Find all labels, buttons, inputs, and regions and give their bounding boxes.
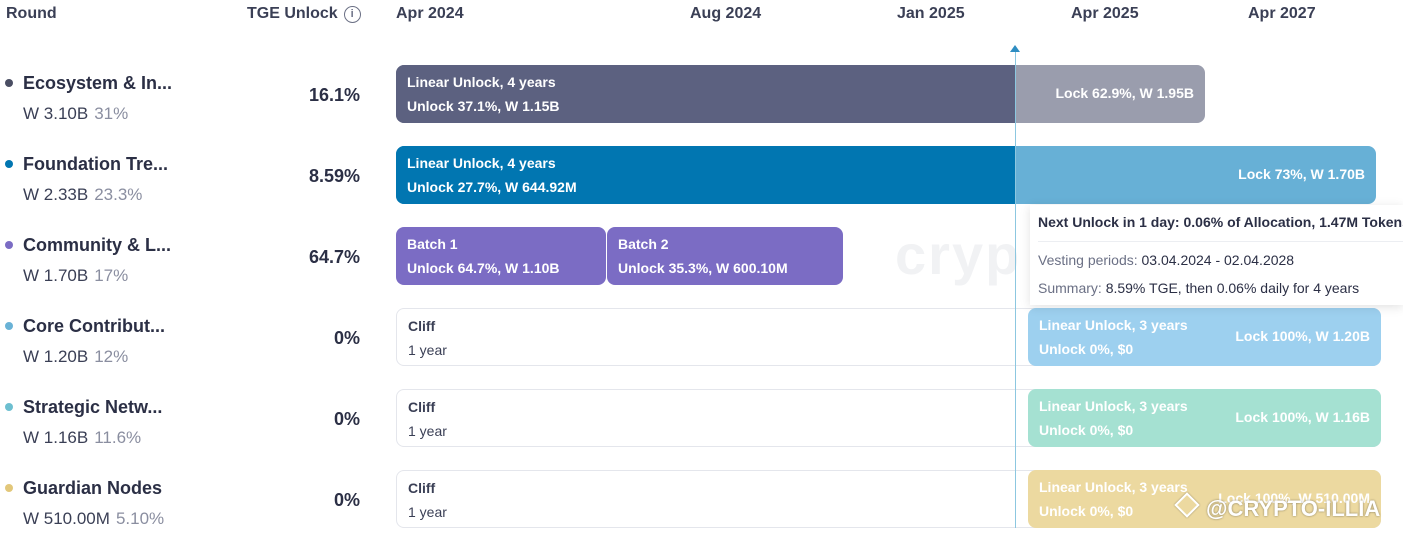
share-value: 17%	[94, 266, 129, 285]
amount-value: W 1.16B	[23, 428, 89, 447]
round-amount: W 510.00M 5.10%	[23, 509, 164, 529]
tge-unlock-value: 16.1%	[308, 85, 360, 105]
share-value: 12%	[94, 347, 129, 366]
bar-lock: Lock 62.9%, W 1.95B	[1055, 85, 1194, 101]
share-value: 23.3%	[94, 185, 143, 204]
bar-detail: Unlock 35.3%, W 600.10M	[618, 260, 788, 276]
vesting-bar[interactable]: Linear Unlock, 3 years Unlock 0%, $0 Loc…	[1028, 308, 1381, 366]
amount-value: W 1.70B	[23, 266, 89, 285]
bar-lock: Lock 100%, W 1.20B	[1235, 328, 1370, 344]
batch-bar-2[interactable]: Batch 2 Unlock 35.3%, W 600.10M	[607, 227, 843, 285]
bar-detail: Unlock 0%, $0	[1039, 341, 1134, 357]
round-name: Ecosystem & In...	[23, 73, 173, 93]
bar-lock: Lock 100%, W 1.16B	[1235, 409, 1370, 425]
batch-bar-1[interactable]: Batch 1 Unlock 64.7%, W 1.10B	[396, 227, 606, 285]
unlocked-segment	[396, 146, 1015, 204]
bar-title: Linear Unlock, 3 years	[1039, 479, 1188, 495]
round-amount: W 1.70B 17%	[23, 266, 128, 286]
tge-unlock-label: TGE Unlock	[247, 5, 338, 22]
bar-title: Batch 2	[618, 236, 669, 252]
bar-detail: 1 year	[408, 342, 447, 358]
share-value: 11.6%	[94, 428, 142, 447]
tge-unlock-value: 64.7%	[308, 247, 360, 267]
series-dot	[5, 79, 13, 87]
summary-value: 8.59% TGE, then 0.06% daily for 4 years	[1105, 280, 1360, 296]
amount-value: W 3.10B	[23, 104, 89, 123]
round-name: Community & L...	[23, 235, 171, 255]
watermark: cryp	[895, 223, 1022, 286]
unlock-tooltip: Next Unlock in 1 day: 0.06% of Allocatio…	[1030, 205, 1403, 305]
tge-unlock-value: 0%	[333, 409, 360, 429]
bar-detail: Unlock 0%, $0	[1039, 422, 1134, 438]
current-date-marker-icon	[1010, 45, 1020, 52]
unlocked-segment	[396, 65, 1015, 123]
bar-lock: Lock 100%, W 510.00M	[1218, 490, 1370, 506]
series-dot	[5, 403, 13, 411]
info-icon[interactable]: i	[343, 6, 361, 23]
vesting-bar[interactable]: Linear Unlock, 4 years Unlock 37.1%, W 1…	[396, 65, 1205, 123]
timeline-label-apr-2025: Apr 2025	[1071, 5, 1139, 22]
vesting-label: Vesting periods:	[1038, 252, 1138, 268]
series-dot	[5, 322, 13, 330]
round-name: Strategic Netw...	[23, 397, 163, 417]
author-credit: @CRYPTO-ILLIA	[1174, 492, 1381, 522]
share-value: 31%	[94, 104, 129, 123]
round-amount: W 1.20B 12%	[23, 347, 128, 367]
summary: Summary: 8.59% TGE, then 0.06% daily for…	[1038, 280, 1359, 296]
summary-label: Summary:	[1038, 280, 1102, 296]
vesting-periods: Vesting periods: 03.04.2024 - 02.04.2028	[1038, 252, 1294, 268]
timeline-label-aug-2024: Aug 2024	[690, 5, 762, 22]
column-header-tge-unlock: TGE Unlock i	[247, 5, 361, 23]
series-dot	[5, 484, 13, 492]
bar-title: Linear Unlock, 3 years	[1039, 317, 1188, 333]
vesting-value: 03.04.2024 - 02.04.2028	[1141, 252, 1295, 268]
bar-title: Linear Unlock, 3 years	[1039, 398, 1188, 414]
round-name: Foundation Tre...	[23, 154, 168, 174]
round-amount: W 1.16B 11.6%	[23, 428, 141, 448]
vesting-bar[interactable]: Linear Unlock, 4 years Unlock 27.7%, W 6…	[396, 146, 1376, 204]
bar-detail: 1 year	[408, 423, 447, 439]
vesting-bar[interactable]: Linear Unlock, 3 years Unlock 0%, $0 Loc…	[1028, 470, 1381, 528]
bar-detail: Unlock 37.1%, W 1.15B	[407, 98, 560, 114]
bar-detail: Unlock 27.7%, W 644.92M	[407, 179, 577, 195]
binance-logo-icon	[1174, 492, 1200, 518]
next-unlock-text: Next Unlock in 1 day: 0.06% of Allocatio…	[1038, 214, 1403, 230]
credit-text: @CRYPTO-ILLIA	[1206, 496, 1381, 521]
amount-value: W 1.20B	[23, 347, 89, 366]
bar-title: Cliff	[408, 480, 436, 496]
timeline-label-apr-2027: Apr 2027	[1248, 5, 1316, 22]
share-value: 5.10%	[115, 509, 165, 528]
bar-title: Linear Unlock, 4 years	[407, 74, 556, 90]
current-date-line	[1015, 50, 1016, 528]
column-header-round: Round	[6, 5, 57, 22]
tooltip-divider	[1038, 241, 1403, 242]
round-amount: W 3.10B 31%	[23, 104, 128, 124]
vesting-bar[interactable]: Linear Unlock, 3 years Unlock 0%, $0 Loc…	[1028, 389, 1381, 447]
tge-unlock-value: 0%	[333, 328, 360, 348]
bar-detail: Unlock 0%, $0	[1039, 503, 1134, 519]
tge-unlock-value: 8.59%	[308, 166, 360, 186]
bar-title: Linear Unlock, 4 years	[407, 155, 556, 171]
amount-value: W 510.00M	[23, 509, 110, 528]
tge-unlock-value: 0%	[333, 490, 360, 510]
round-name: Guardian Nodes	[23, 478, 163, 498]
amount-value: W 2.33B	[23, 185, 89, 204]
bar-title: Cliff	[408, 318, 436, 334]
bar-detail: Unlock 64.7%, W 1.10B	[407, 260, 560, 276]
bar-title: Batch 1	[407, 236, 458, 252]
timeline-label-jan-2025: Jan 2025	[897, 5, 965, 22]
timeline-label-apr-2024: Apr 2024	[396, 5, 464, 22]
bar-title: Cliff	[408, 399, 436, 415]
bar-detail: 1 year	[408, 504, 447, 520]
series-dot	[5, 160, 13, 168]
bar-lock: Lock 73%, W 1.70B	[1238, 166, 1365, 182]
series-dot	[5, 241, 13, 249]
round-name: Core Contribut...	[23, 316, 165, 336]
round-amount: W 2.33B 23.3%	[23, 185, 142, 205]
